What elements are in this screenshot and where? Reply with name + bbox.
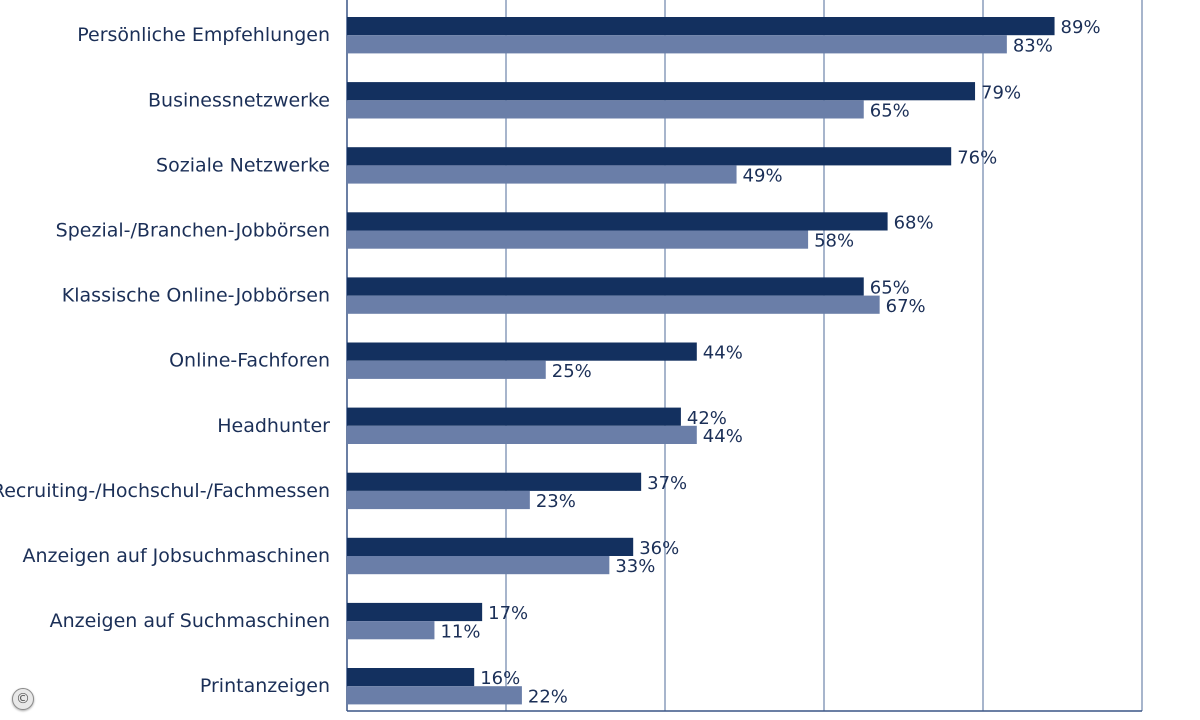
bars xyxy=(347,17,1055,705)
category-label: Anzeigen auf Suchmaschinen xyxy=(50,610,330,632)
value-label: 42% xyxy=(687,408,727,429)
category-label: Spezial-/Branchen-Jobbörsen xyxy=(56,220,330,242)
value-label: 49% xyxy=(743,166,783,187)
value-label: 65% xyxy=(870,101,910,122)
bar-series-1 xyxy=(347,147,952,166)
labels: Persönliche Empfehlungen 89% 83% Businessne… xyxy=(0,17,1101,707)
value-label: 11% xyxy=(440,621,480,642)
bar-series-1 xyxy=(347,17,1055,36)
bar-series-1 xyxy=(347,407,681,426)
category-label: Businessnetzwerke xyxy=(148,89,330,111)
bar-series-2 xyxy=(347,100,864,119)
category-label: Klassische Online-Jobbörsen xyxy=(62,285,330,307)
value-label: 65% xyxy=(870,278,910,299)
value-label: 67% xyxy=(886,296,926,317)
category-label: Headhunter xyxy=(217,415,330,437)
category-label: Persönliche Empfehlungen xyxy=(77,24,330,46)
bar-series-1 xyxy=(347,537,634,556)
bar-series-1 xyxy=(347,342,697,361)
value-label: 36% xyxy=(639,538,679,559)
value-label: 76% xyxy=(957,147,997,168)
value-label: 37% xyxy=(647,473,687,494)
value-label: 58% xyxy=(814,231,854,252)
value-label: 23% xyxy=(536,491,576,512)
value-label: 17% xyxy=(488,603,528,624)
value-label: 25% xyxy=(552,361,592,382)
bar-series-2 xyxy=(347,556,610,575)
value-label: 83% xyxy=(1013,35,1053,56)
bar-series-2 xyxy=(347,621,435,640)
bar-series-2 xyxy=(347,35,1007,54)
value-label: 79% xyxy=(981,82,1021,103)
bar-series-2 xyxy=(347,490,530,510)
value-label: 68% xyxy=(894,213,934,234)
value-label: 89% xyxy=(1061,17,1101,38)
value-label: 44% xyxy=(703,426,743,447)
category-label: Recruiting-/Hochschul-/Fachmessen xyxy=(0,480,330,502)
bar-series-2 xyxy=(347,165,737,184)
bar-series-2 xyxy=(347,425,697,444)
bar-series-2 xyxy=(347,295,880,314)
category-label: Soziale Netzwerke xyxy=(156,154,330,176)
category-label: Anzeigen auf Jobsuchmaschinen xyxy=(22,545,330,567)
bar-series-1 xyxy=(347,668,475,687)
bar-series-1 xyxy=(347,472,642,491)
category-label: Online-Fachforen xyxy=(169,350,330,372)
bar-series-2 xyxy=(347,360,546,379)
category-label: Printanzeigen xyxy=(200,675,330,697)
value-label: 22% xyxy=(528,686,568,707)
bar-series-1 xyxy=(347,212,888,231)
value-label: 33% xyxy=(615,556,655,577)
bar-series-2 xyxy=(347,230,809,249)
value-label: 44% xyxy=(703,343,743,364)
bar-series-1 xyxy=(347,277,864,296)
bar-series-1 xyxy=(347,602,483,622)
bar-series-1 xyxy=(347,82,976,101)
copyright-icon: © xyxy=(12,688,34,710)
value-label: 16% xyxy=(480,668,520,689)
bar-series-2 xyxy=(347,686,522,705)
